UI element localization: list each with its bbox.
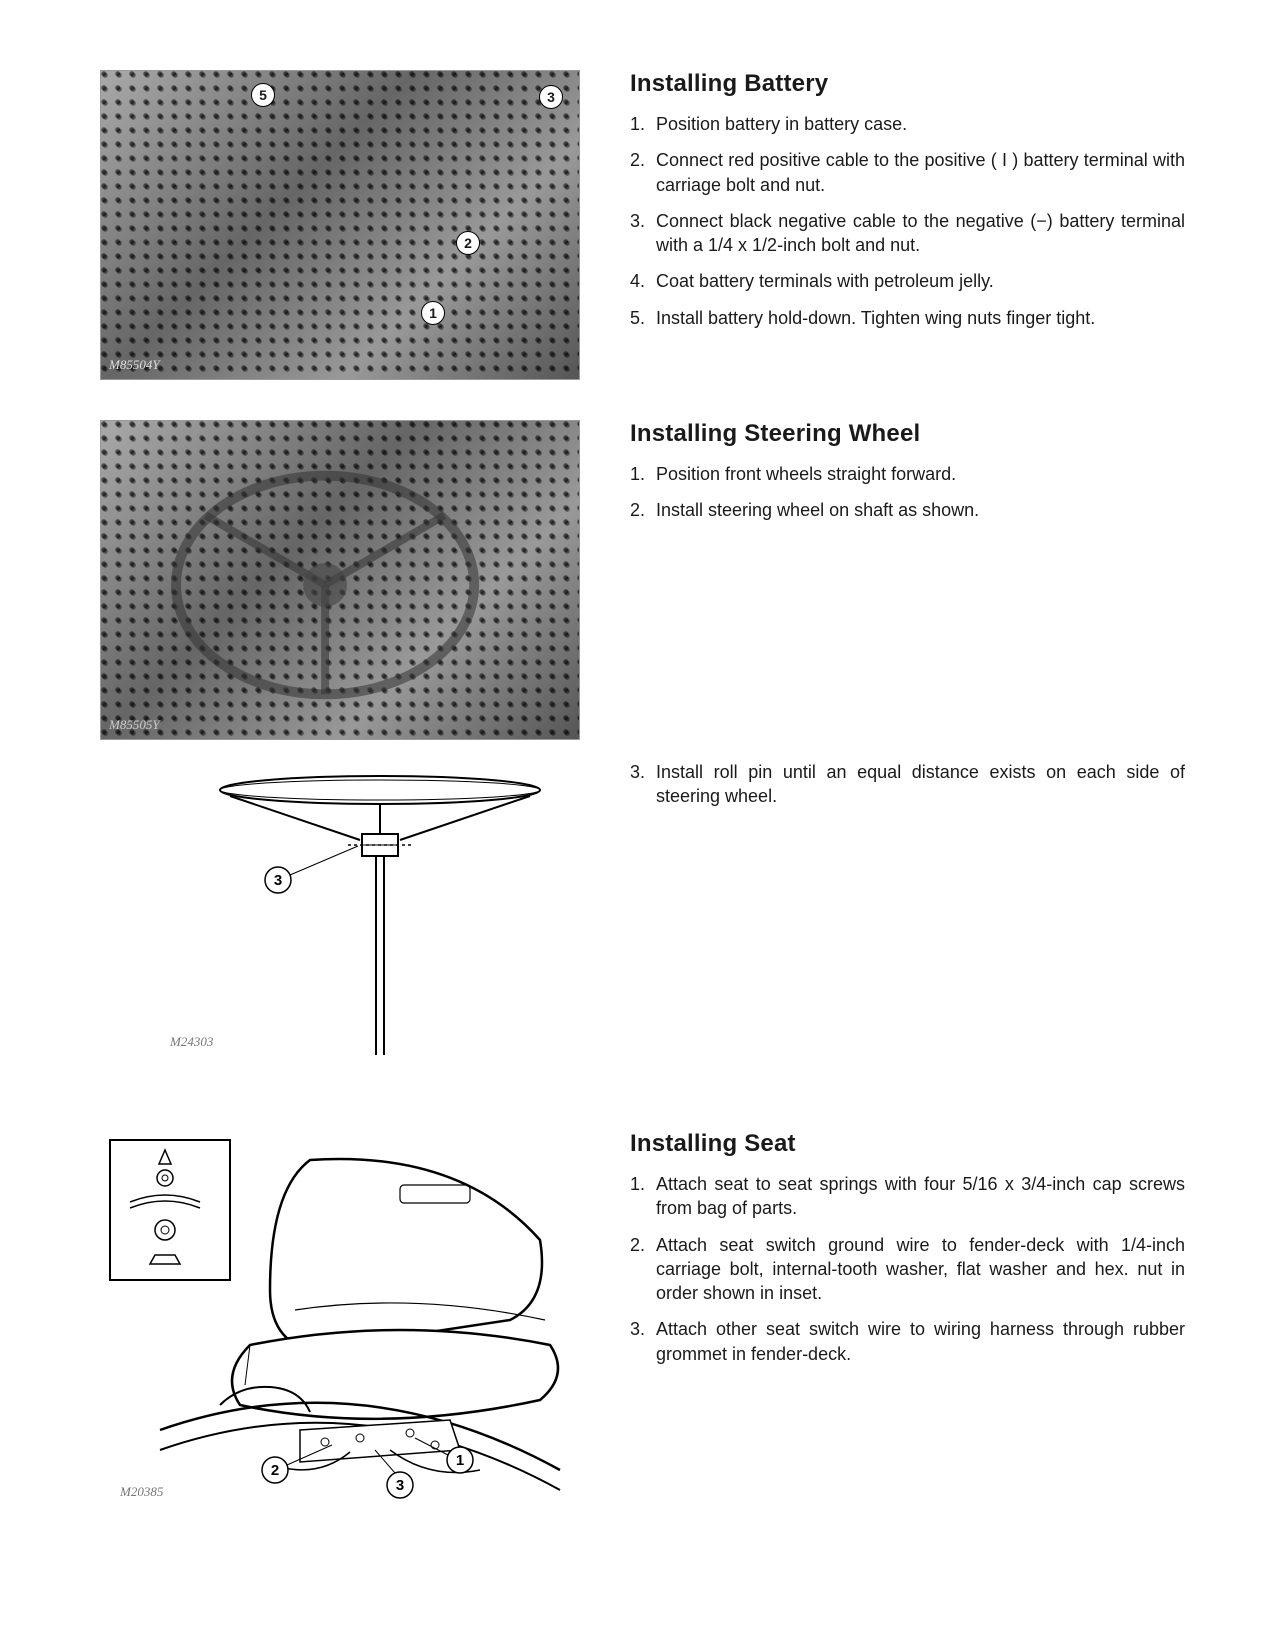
battery-step-2: Connect red positive cable to the positi… — [630, 148, 1185, 197]
steering-steps-a: Position front wheels straight forward. … — [630, 462, 1185, 523]
battery-title: Installing Battery — [630, 70, 1185, 98]
figure-battery-caption: M85504Y — [109, 357, 160, 373]
figure-steering-photo-caption: M85505Y — [109, 717, 160, 733]
row-battery: 5 3 2 1 M85504Y Installing Battery Posit… — [100, 70, 1185, 380]
seat-step-1: Attach seat to seat springs with four 5/… — [630, 1172, 1185, 1221]
svg-text:2: 2 — [271, 1462, 279, 1479]
callout-3: 3 — [539, 85, 563, 109]
svg-text:3: 3 — [396, 1477, 404, 1494]
seat-steps: Attach seat to seat springs with four 5/… — [630, 1172, 1185, 1366]
row-steering-a: M85505Y Installing Steering Wheel Positi… — [100, 420, 1185, 740]
steering-wheel-icon — [101, 421, 579, 739]
callout-1: 1 — [421, 301, 445, 325]
seat-step-3: Attach other seat switch wire to wiring … — [630, 1317, 1185, 1366]
steering-step-1: Position front wheels straight forward. — [630, 462, 1185, 486]
callout-2: 2 — [456, 231, 480, 255]
figure-battery-wrap: 5 3 2 1 M85504Y — [100, 70, 580, 380]
steering-title: Installing Steering Wheel — [630, 420, 1185, 448]
svg-text:3: 3 — [274, 872, 282, 889]
battery-step-4: Coat battery terminals with petroleum je… — [630, 269, 1185, 293]
figure-battery: 5 3 2 1 M85504Y — [100, 70, 580, 380]
row-steering-b: 3 M24303 Install roll pin until an equal… — [100, 760, 1185, 1060]
figure-steering-photo-wrap: M85505Y — [100, 420, 580, 740]
steering-step-2: Install steering wheel on shaft as shown… — [630, 498, 1185, 522]
figure-steering-line-caption: M24303 — [170, 1034, 213, 1050]
battery-step-5: Install battery hold-down. Tighten wing … — [630, 306, 1185, 330]
seat-text: Installing Seat Attach seat to seat spri… — [630, 1130, 1185, 1378]
callout-5: 5 — [251, 83, 275, 107]
battery-step-3: Connect black negative cable to the nega… — [630, 209, 1185, 258]
steering-shaft-icon: 3 — [100, 760, 580, 1060]
figure-steering-photo: M85505Y — [100, 420, 580, 740]
battery-text: Installing Battery Position battery in b… — [630, 70, 1185, 342]
figure-steering-line-wrap: 3 M24303 — [100, 760, 580, 1060]
row-seat: 1 2 3 M20385 Installing Seat Attach seat… — [100, 1130, 1185, 1500]
battery-steps: Position battery in battery case. Connec… — [630, 112, 1185, 330]
steering-steps-b: Install roll pin until an equal distance… — [630, 760, 1185, 809]
battery-step-1: Position battery in battery case. — [630, 112, 1185, 136]
seat-step-2: Attach seat switch ground wire to fender… — [630, 1233, 1185, 1306]
figure-steering-line: 3 M24303 — [100, 760, 580, 1060]
svg-text:1: 1 — [456, 1452, 464, 1469]
seat-title: Installing Seat — [630, 1130, 1185, 1158]
steering-step-3: Install roll pin until an equal distance… — [630, 760, 1185, 809]
figure-seat-wrap: 1 2 3 M20385 — [100, 1130, 580, 1500]
figure-seat-caption: M20385 — [120, 1484, 163, 1500]
seat-icon: 1 2 3 — [100, 1130, 580, 1500]
figure-seat: 1 2 3 M20385 — [100, 1130, 580, 1500]
steering-text-b: Install roll pin until an equal distance… — [630, 760, 1185, 821]
steering-text-a: Installing Steering Wheel Position front… — [630, 420, 1185, 535]
